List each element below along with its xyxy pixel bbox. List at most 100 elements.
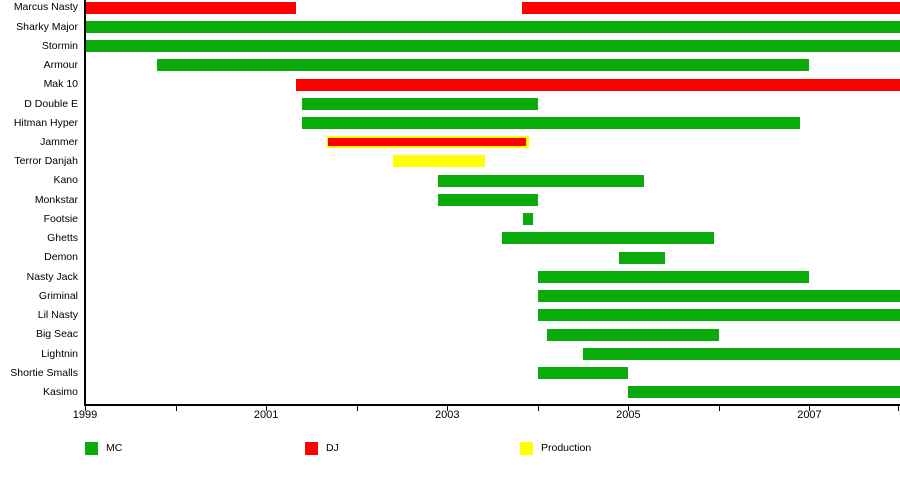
timeline-bar <box>537 270 810 283</box>
row-track <box>85 94 900 113</box>
row-label: Marcus Nasty <box>13 1 78 14</box>
axis-tick <box>898 406 899 411</box>
axis-tick <box>537 406 539 411</box>
timeline-bar <box>85 20 900 33</box>
timeline-bar <box>619 251 665 264</box>
legend-label-dj: DJ <box>326 441 339 454</box>
timeline-row: D Double E <box>0 94 900 113</box>
timeline-row: Kasimo <box>0 383 900 402</box>
row-track <box>85 133 900 152</box>
legend-label-mc: MC <box>106 441 123 454</box>
timeline-row: Shortie Smalls <box>0 363 900 382</box>
axis-tick <box>266 406 268 411</box>
row-track <box>85 152 900 171</box>
axis-tick-label: 2007 <box>797 409 822 421</box>
row-track <box>85 267 900 286</box>
axis-tick <box>175 406 177 411</box>
row-label: Nasty Jack <box>26 270 78 283</box>
timeline-bar <box>392 155 486 168</box>
timeline-bar <box>438 174 644 187</box>
timeline-bar <box>537 290 900 303</box>
timeline-bar <box>326 136 529 149</box>
axis-tick-label: 1999 <box>72 409 98 421</box>
timeline-bar <box>522 1 900 14</box>
timeline-row: Hitman Hyper <box>0 113 900 132</box>
mc-color-swatch <box>85 441 98 455</box>
row-label: Kano <box>53 174 78 187</box>
row-track <box>85 171 900 190</box>
timeline-row: Jammer <box>0 133 900 152</box>
legend-label-production: Production <box>541 441 592 454</box>
row-track <box>85 306 900 325</box>
axis-tick <box>628 406 630 411</box>
axis-tick-label: 2003 <box>434 409 460 421</box>
timeline-row: Terror Danjah <box>0 152 900 171</box>
timeline-row: Armour <box>0 56 900 75</box>
x-axis-line <box>84 404 900 406</box>
timeline-row: Stormin <box>0 36 900 55</box>
row-track <box>85 36 900 55</box>
row-label: Monkstar <box>34 193 78 206</box>
timeline-bar <box>85 1 296 14</box>
row-label: Shortie Smalls <box>10 366 78 379</box>
timeline-row: Lil Nasty <box>0 306 900 325</box>
timeline-bar <box>157 59 810 72</box>
row-track <box>85 113 900 132</box>
row-track <box>85 56 900 75</box>
row-label: Griminal <box>38 289 78 302</box>
timeline-row: Lightnin <box>0 344 900 363</box>
row-label: Kasimo <box>42 386 78 399</box>
legend-item-production: Production <box>520 440 591 456</box>
row-label: Jammer <box>40 136 78 148</box>
axis-tick <box>85 406 86 411</box>
legend-item-dj: DJ <box>305 440 339 456</box>
timeline-bar-dj-overlay <box>327 138 526 147</box>
row-track <box>85 0 900 17</box>
row-track <box>85 287 900 306</box>
row-track <box>85 229 900 248</box>
axis-tick <box>718 406 720 411</box>
axis-tick <box>809 406 811 411</box>
timeline-bar <box>295 78 900 91</box>
row-label: Terror Danjah <box>14 155 78 168</box>
row-track <box>85 363 900 382</box>
timeline-bar <box>537 309 900 322</box>
axis-tick <box>447 406 449 411</box>
row-track <box>85 344 900 363</box>
row-track <box>85 75 900 94</box>
production-color-swatch <box>520 441 533 455</box>
axis-tick <box>356 406 358 411</box>
timeline-row: Griminal <box>0 287 900 306</box>
timeline-row: Ghetts <box>0 229 900 248</box>
timeline-rows: Marcus Nasty Sharky Major Stormin Armour Mak… <box>0 0 900 402</box>
row-label: Lightnin <box>41 347 78 360</box>
timeline-row: Monkstar <box>0 190 900 209</box>
timeline-bar <box>628 386 900 399</box>
row-label: Mak 10 <box>43 78 78 91</box>
timeline-bar <box>85 40 900 53</box>
row-label: Footsie <box>43 212 78 225</box>
row-label: Lil Nasty <box>37 309 78 322</box>
timeline-row: Nasty Jack <box>0 267 900 286</box>
row-track <box>85 248 900 267</box>
row-label: D Double E <box>24 97 78 110</box>
timeline-bar <box>302 117 801 130</box>
row-track <box>85 383 900 402</box>
row-label: Sharky Major <box>16 20 78 33</box>
row-label: Demon <box>44 251 78 264</box>
legend: MC DJ Production <box>0 440 900 460</box>
timeline-row: Mak 10 <box>0 75 900 94</box>
timeline-bar <box>583 347 900 360</box>
timeline-bar <box>302 97 538 110</box>
row-label: Ghetts <box>47 232 78 245</box>
legend-item-mc: MC <box>85 440 122 456</box>
timeline-row: Demon <box>0 248 900 267</box>
row-track <box>85 325 900 344</box>
timeline-row: Marcus Nasty <box>0 0 900 17</box>
timeline-row: Sharky Major <box>0 17 900 36</box>
timeline-bar <box>523 213 534 226</box>
timeline-bar <box>546 328 719 341</box>
timeline-row: Big Seac <box>0 325 900 344</box>
timeline-row: Footsie <box>0 210 900 229</box>
